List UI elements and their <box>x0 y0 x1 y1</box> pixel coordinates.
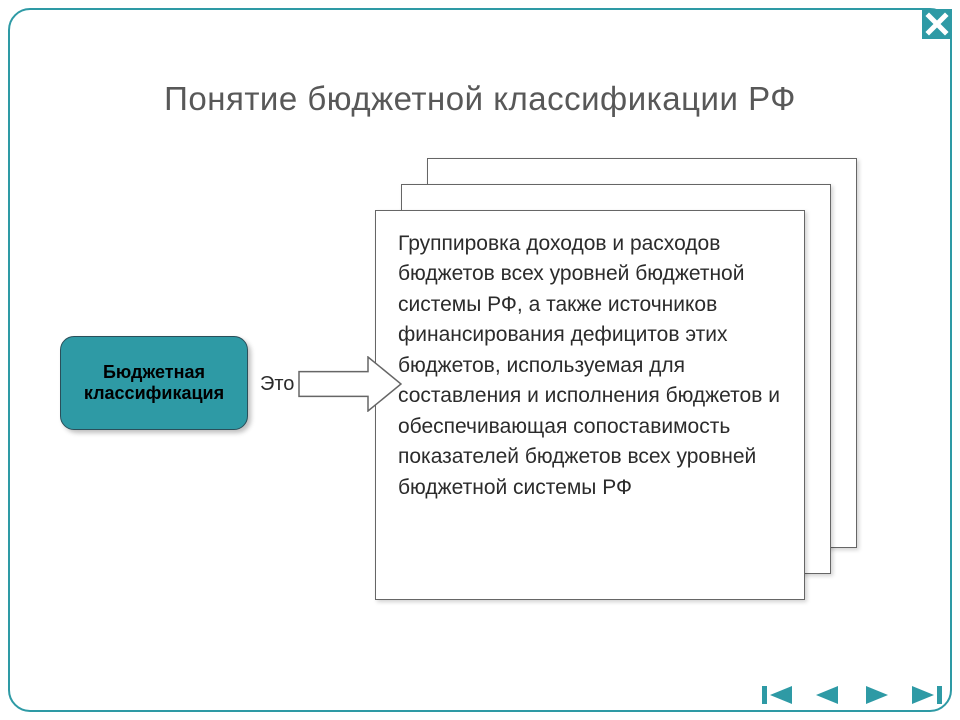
concept-box: Бюджетная классификация <box>60 336 248 430</box>
nav-last-button[interactable] <box>904 682 944 708</box>
definition-text: Группировка доходов и расходов бюджетов … <box>398 229 782 503</box>
arrow-label: Это <box>260 373 294 396</box>
nav-prev-icon <box>810 684 846 706</box>
arrow-icon <box>298 356 402 412</box>
nav-first-icon <box>762 684 798 706</box>
nav-first-button[interactable] <box>760 682 800 708</box>
concept-label: Бюджетная классификация <box>84 362 224 404</box>
nav-prev-button[interactable] <box>808 682 848 708</box>
nav-next-icon <box>858 684 894 706</box>
nav-next-button[interactable] <box>856 682 896 708</box>
definition-card: Группировка доходов и расходов бюджетов … <box>375 210 805 600</box>
arrow: Это <box>260 356 402 412</box>
nav-last-icon <box>906 684 942 706</box>
close-icon <box>922 9 952 39</box>
close-button[interactable] <box>921 8 953 40</box>
nav-controls <box>760 682 944 708</box>
slide-title: Понятие бюджетной классификации РФ <box>0 80 960 118</box>
